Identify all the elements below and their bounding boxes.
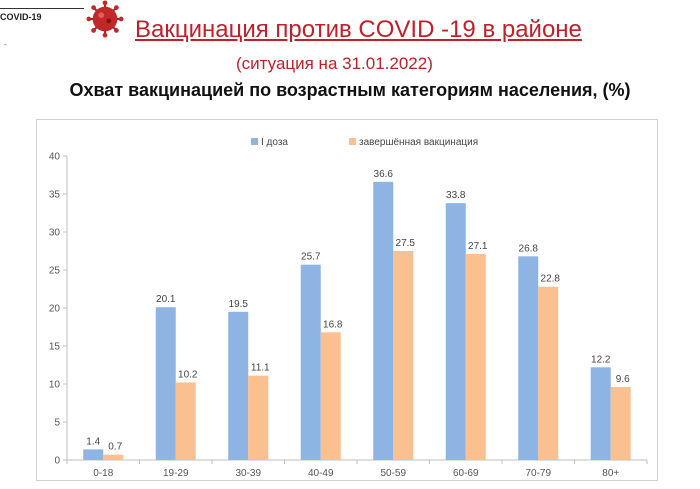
bar-first-dose — [228, 311, 249, 460]
x-tick-label: 40-49 — [308, 468, 334, 479]
legend-swatch — [251, 138, 258, 145]
bar-complete-vaccination — [248, 375, 269, 460]
y-tick-label: 30 — [49, 228, 61, 239]
data-label: 36.6 — [374, 169, 394, 180]
data-label: 27.5 — [396, 238, 416, 249]
y-tick-label: 0 — [54, 456, 60, 467]
data-label: 20.1 — [156, 294, 176, 305]
logo-dash: - — [4, 40, 7, 49]
data-label: 16.8 — [323, 319, 343, 330]
bar-first-dose — [373, 181, 394, 460]
data-label: 27.1 — [468, 241, 488, 252]
page-title: Вакцинация против COVID -19 в районе — [135, 16, 582, 43]
bar-chart: 0 5 10 15 20 25 30 35 40 1.4 0.7 0-18 20.1 10.2 19-29 1… — [49, 137, 648, 479]
bar-complete-vaccination — [393, 251, 414, 460]
y-tick-label: 5 — [54, 418, 60, 429]
bar-complete-vaccination — [103, 454, 124, 460]
page-subtitle: (ситуация на 31.01.2022) — [236, 54, 433, 73]
chart-heading: Охват вакцинацией по возрастным категори… — [69, 80, 631, 100]
data-label: 25.7 — [301, 252, 321, 263]
x-tick-label: 0-18 — [93, 468, 113, 479]
legend-swatch — [349, 138, 356, 145]
x-tick-label: 60-69 — [453, 468, 479, 479]
bar-complete-vaccination — [465, 254, 486, 460]
bar-complete-vaccination — [175, 382, 196, 460]
y-tick-label: 20 — [49, 304, 61, 315]
y-tick-label: 15 — [49, 342, 61, 353]
x-tick-label: 50-59 — [380, 468, 406, 479]
data-label: 26.8 — [519, 243, 539, 254]
data-label: 11.1 — [251, 363, 270, 374]
bar-first-dose — [300, 264, 321, 460]
legend-label: I доза — [261, 137, 288, 148]
y-tick-label: 35 — [49, 190, 61, 201]
bar-first-dose — [83, 449, 104, 460]
bar-complete-vaccination — [320, 332, 341, 460]
data-label: 33.8 — [446, 190, 466, 201]
bar-first-dose — [155, 307, 176, 460]
x-tick-label: 19-29 — [163, 468, 189, 479]
bar-first-dose — [590, 367, 611, 460]
x-tick-label: 70-79 — [525, 468, 551, 479]
data-label: 12.2 — [591, 354, 611, 365]
logo-text: COVID-19 — [0, 12, 42, 22]
y-tick-label: 40 — [49, 152, 61, 163]
data-label: 19.5 — [229, 299, 249, 310]
x-tick-label: 30-39 — [235, 468, 261, 479]
bar-first-dose — [518, 256, 539, 460]
bar-complete-vaccination — [538, 286, 559, 460]
y-tick-label: 25 — [49, 266, 61, 277]
chart-frame: 0 5 10 15 20 25 30 35 40 1.4 0.7 0-18 20.1 10.2 19-29 1… — [36, 119, 658, 481]
data-label: 10.2 — [178, 369, 198, 380]
logo-area: COVID-19 - — [0, 0, 130, 50]
x-tick-label: 80+ — [602, 468, 619, 479]
data-label: 0.7 — [108, 442, 122, 453]
data-label: 9.6 — [616, 374, 630, 385]
logo-divider — [0, 8, 84, 9]
bar-first-dose — [445, 203, 466, 460]
bar-complete-vaccination — [610, 387, 631, 460]
legend-label: завершённая вакцинация — [359, 137, 478, 148]
data-label: 1.4 — [86, 436, 100, 447]
coronavirus-icon — [86, 0, 124, 38]
data-label: 22.8 — [541, 274, 561, 285]
y-tick-label: 10 — [49, 380, 61, 391]
